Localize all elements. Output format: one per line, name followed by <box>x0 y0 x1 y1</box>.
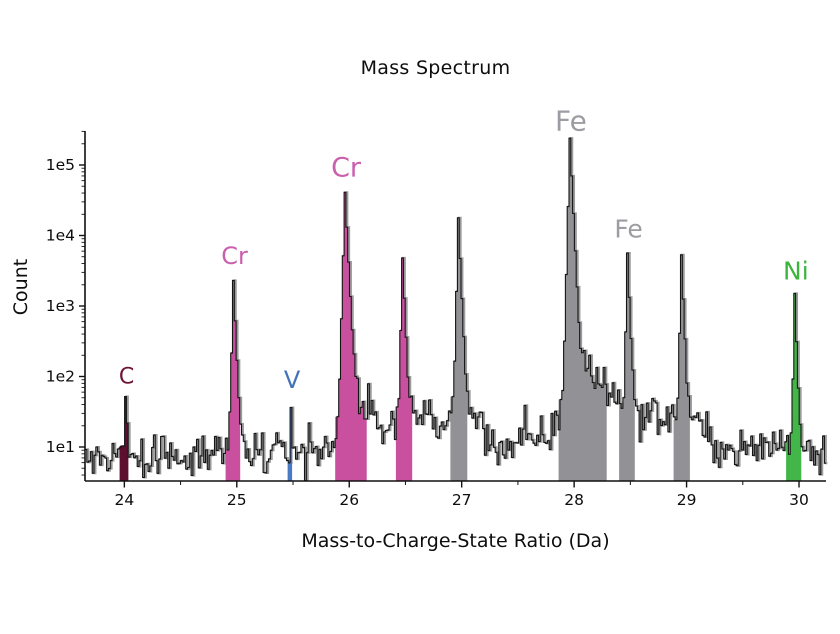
element-label-Ni-29.95: Ni <box>783 257 809 286</box>
y-tick-label-1e1: 1e1 <box>46 438 75 456</box>
x-tick-label-24: 24 <box>114 491 134 509</box>
element-labels: C Cr V Cr Fe Fe Ni <box>119 105 809 395</box>
y-tick-label-1e5: 1e5 <box>46 156 75 174</box>
x-tick-label-26: 26 <box>339 491 359 509</box>
x-tick-label-28: 28 <box>564 491 584 509</box>
x-tick-label-29: 29 <box>677 491 697 509</box>
x-axis: 24 25 26 27 28 29 30 <box>114 481 809 509</box>
y-tick-label-1e2: 1e2 <box>46 368 75 386</box>
element-label-Cr-25.96: Cr <box>331 153 362 184</box>
peak-band-unlabeled-28.95 <box>673 254 690 481</box>
x-tick-label-25: 25 <box>227 491 247 509</box>
x-tick-label-30: 30 <box>789 491 809 509</box>
x-axis-title: Mass-to-Charge-State Ratio (Da) <box>301 530 610 552</box>
element-label-V-25.47: V <box>284 366 301 394</box>
peak-band-Fe-28.46 <box>619 253 635 481</box>
y-axis-title: Count <box>10 258 32 316</box>
peak-band-Ni-29.95 <box>786 293 802 481</box>
peak-band-V-25.47 <box>287 407 293 481</box>
y-tick-label-1e3: 1e3 <box>46 297 75 315</box>
y-tick-label-1e4: 1e4 <box>46 227 75 245</box>
y-axis: 1e1 1e2 1e3 1e4 1e5 <box>46 130 85 476</box>
peak-band-Cr-25.96 <box>335 192 367 482</box>
element-label-C-24: C <box>119 365 134 390</box>
element-label-Cr-24.96: Cr <box>221 242 248 270</box>
element-label-Fe-27.95: Fe <box>555 105 587 138</box>
peak-bands <box>119 138 802 482</box>
element-label-Fe-28.46: Fe <box>614 215 642 244</box>
chart-title: Mass Spectrum <box>360 57 511 79</box>
noise-trace <box>85 137 826 482</box>
x-tick-label-27: 27 <box>452 491 472 509</box>
peak-band-unlabeled-26.96 <box>450 217 468 482</box>
peak-band-unlabeled-26.46 <box>395 257 413 481</box>
peak-band-Fe-27.95 <box>558 138 607 481</box>
